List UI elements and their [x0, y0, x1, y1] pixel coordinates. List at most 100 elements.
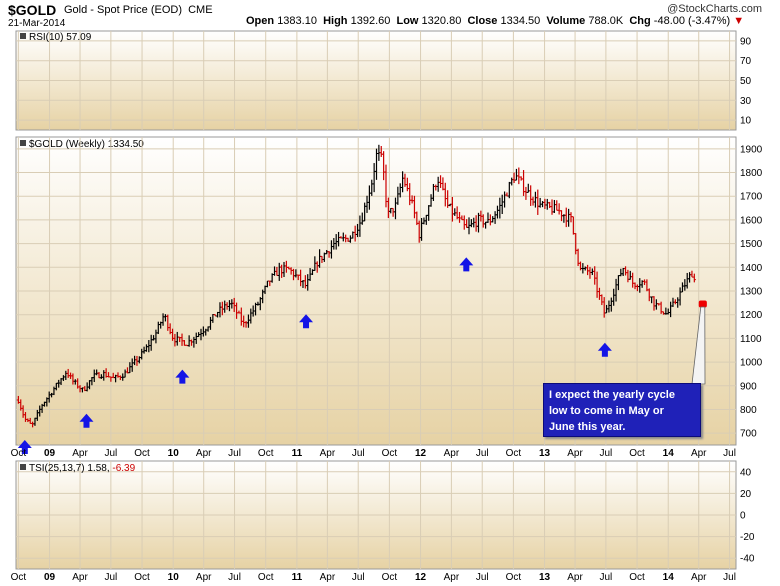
rsi-tick-label: 70	[740, 56, 752, 67]
rsi-label: RSI(10) 57.09	[29, 32, 92, 43]
rsi-marker-icon	[20, 33, 26, 39]
price-x-tick-label: Oct	[382, 448, 398, 459]
price-x-tick-label: Oct	[506, 448, 522, 459]
price-x-tick-label: 11	[292, 448, 303, 459]
high-label: High	[323, 15, 348, 27]
tsi-x-tick-label: 09	[44, 572, 56, 583]
tsi-x-tick-label: Jul	[104, 572, 117, 583]
volume-value: 788.0K	[588, 15, 624, 27]
price-x-tick-label: 09	[44, 448, 56, 459]
tsi-tick-label: 40	[740, 467, 752, 478]
up-arrow-icon	[597, 342, 612, 357]
tsi-tick-label: -40	[740, 554, 755, 565]
tsi-x-tick-label: Oct	[629, 572, 645, 583]
tsi-label: TSI(25,13,7) 1.58, -6.39	[29, 463, 136, 474]
up-arrow-icon	[79, 413, 94, 428]
price-x-tick-label: Apr	[320, 448, 336, 459]
price-tick-label: 1600	[740, 215, 763, 226]
close-value: 1334.50	[500, 15, 541, 27]
tsi-x-tick-label: Oct	[258, 572, 274, 583]
close-label: Close	[467, 15, 498, 27]
credit-text: @StockCharts.com	[667, 3, 762, 15]
price-x-tick-label: Jul	[228, 448, 241, 459]
price-x-tick-label: Jul	[476, 448, 489, 459]
tsi-x-tick-label: Apr	[196, 572, 212, 583]
rsi-tick-label: 30	[740, 96, 752, 107]
price-marker-icon	[20, 140, 26, 146]
price-tick-label: 1000	[740, 358, 763, 369]
credit[interactable]: @StockCharts.com	[667, 3, 762, 15]
annotation-note: I expect the yearly cycle low to come in…	[543, 383, 701, 437]
chart-date: 21-Mar-2014	[8, 18, 66, 29]
chart-header: $GOLD Gold - Spot Price (EOD) CME 21-Mar…	[0, 0, 780, 30]
down-triangle-icon: ▼	[733, 15, 745, 27]
tsi-tick-label: 20	[740, 489, 752, 500]
callout-pointer	[691, 306, 706, 385]
price-tick-label: 1700	[740, 192, 763, 203]
tsi-x-tick-label: 12	[415, 572, 427, 583]
price-tick-label: 1300	[740, 287, 763, 298]
price-x-tick-label: Apr	[691, 448, 707, 459]
rsi-panel: 90 70 50 30 10 RSI(10) 57.09	[15, 30, 752, 131]
tsi-x-tick-label: 14	[663, 572, 675, 583]
tsi-tick-label: -20	[740, 532, 755, 543]
tsi-x-tick-label: Oct	[382, 572, 398, 583]
tsi-x-tick-label: 13	[539, 572, 551, 583]
price-x-tick-label: Oct	[134, 448, 150, 459]
tsi-tick-label: 0	[740, 511, 746, 522]
quote-bar: Open 1383.10 High 1392.60 Low 1320.80 Cl…	[246, 15, 744, 27]
price-x-tick-label: 14	[663, 448, 675, 459]
low-value: 1320.80	[421, 15, 462, 27]
rsi-tick-label: 50	[740, 76, 752, 87]
tsi-panel: 40 20 0 -20 -40 TSI(25,13,7) 1.58, -6.39	[15, 460, 755, 570]
tsi-x-tick-label: Jul	[723, 572, 736, 583]
price-x-tick-label: 13	[539, 448, 551, 459]
tsi-x-axis: Oct 09 Apr Jul Oct 10 Apr Jul Oct 11 Apr Jul Oct 12 Ap…	[11, 572, 736, 583]
tsi-x-tick-label: Apr	[444, 572, 460, 583]
up-arrow-icon	[17, 440, 32, 454]
tsi-x-tick-label: Oct	[11, 572, 27, 583]
price-x-tick-label: 10	[168, 448, 180, 459]
open-label: Open	[246, 15, 275, 27]
tsi-x-tick-label: Oct	[134, 572, 150, 583]
price-x-tick-label: Oct	[629, 448, 645, 459]
price-x-tick-label: Jul	[352, 448, 365, 459]
price-tick-label: 900	[740, 381, 757, 392]
price-x-tick-label: Apr	[444, 448, 460, 459]
up-arrow-icon	[459, 257, 474, 272]
tsi-x-tick-label: Jul	[228, 572, 241, 583]
high-value: 1392.60	[350, 15, 391, 27]
tsi-x-tick-label: 10	[168, 572, 180, 583]
up-arrow-icon	[299, 314, 314, 329]
tsi-x-tick-label: Apr	[691, 572, 707, 583]
volume-label: Volume	[546, 15, 586, 27]
description-text: Gold - Spot Price (EOD)	[64, 4, 182, 16]
price-tick-label: 1200	[740, 310, 763, 321]
price-x-axis: Oct 09 Apr Jul Oct 10 Apr Jul Oct 11 Apr Jul Oct 12 Ap…	[11, 448, 736, 459]
tsi-marker-icon	[20, 464, 26, 470]
tsi-x-tick-label: Jul	[352, 572, 365, 583]
price-x-tick-label: Oct	[11, 448, 27, 459]
price-x-tick-label: 12	[415, 448, 427, 459]
price-x-tick-label: Jul	[723, 448, 736, 459]
tsi-x-tick-label: Jul	[476, 572, 489, 583]
price-label: $GOLD (Weekly) 1334.50	[29, 139, 144, 150]
price-x-tick-label: Jul	[599, 448, 612, 459]
price-tick-label: 700	[740, 429, 757, 440]
open-value: 1383.10	[277, 15, 317, 27]
chg-label: Chg	[629, 15, 651, 27]
symbol[interactable]: $GOLD	[8, 2, 57, 18]
up-arrow-icon	[175, 369, 190, 384]
tsi-x-tick-label: Jul	[599, 572, 612, 583]
price-x-tick-label: Oct	[258, 448, 274, 459]
annotation-line-2: low to come in May or	[549, 405, 664, 417]
low-label: Low	[396, 15, 419, 27]
rsi-tick-label: 10	[740, 116, 752, 127]
price-x-tick-label: Apr	[72, 448, 88, 459]
exchange: CME	[188, 4, 213, 16]
tsi-x-tick-label: Apr	[567, 572, 583, 583]
price-tick-label: 800	[740, 405, 757, 416]
price-tick-label: 1100	[740, 334, 762, 345]
price-tick-label: 1400	[740, 263, 763, 274]
